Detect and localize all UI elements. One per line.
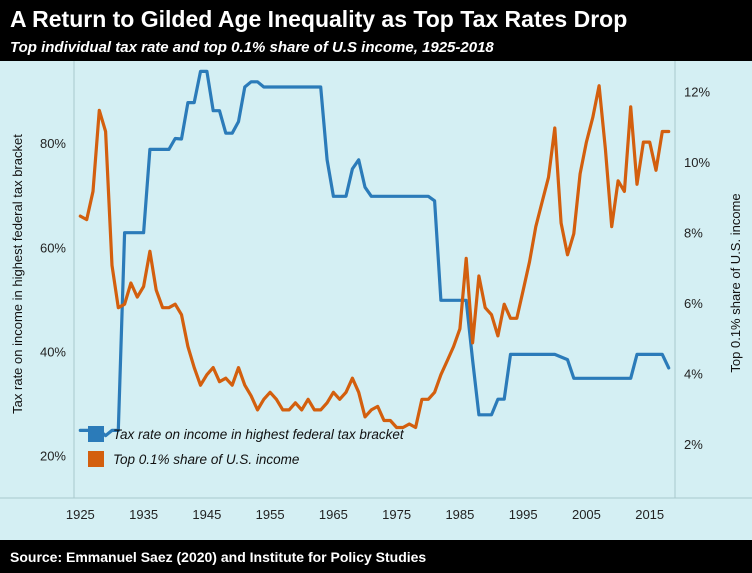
legend-swatch-income-share — [88, 451, 104, 467]
y-tick-label: 40% — [40, 344, 66, 359]
legend-label-income-share: Top 0.1% share of U.S. income — [113, 452, 299, 467]
y2-tick-label: 2% — [684, 437, 703, 452]
x-tick-label: 1925 — [66, 507, 95, 522]
y-tick-label: 80% — [40, 136, 66, 151]
y2-tick-label: 8% — [684, 226, 703, 241]
chart-title: A Return to Gilded Age Inequality as Top… — [10, 6, 628, 32]
legend-label-tax-rate: Tax rate on income in highest federal ta… — [113, 427, 405, 442]
x-tick-label: 1945 — [192, 507, 221, 522]
legend-swatch-tax-rate — [88, 426, 104, 442]
x-tick-label: 2015 — [635, 507, 664, 522]
x-tick-label: 2005 — [572, 507, 601, 522]
chart-svg: 20% 40% 60% 80% 2% 4% 6% 8% 10% 12% 1925 1935 1945 19… — [0, 61, 752, 522]
y2-tick-label: 12% — [684, 85, 710, 100]
y-axis-title: Tax rate on income in highest federal ta… — [10, 134, 25, 414]
tax-rate-line — [78, 69, 671, 438]
y2-tick-label: 4% — [684, 367, 703, 382]
income-share-line — [78, 84, 671, 430]
source-note: Source: Emmanuel Saez (2020) and Institu… — [10, 549, 427, 565]
y-tick-label: 20% — [40, 448, 66, 463]
x-tick-label: 1965 — [319, 507, 348, 522]
y-tick-label: 60% — [40, 240, 66, 255]
y2-tick-label: 6% — [684, 296, 703, 311]
y2-axis-title: Top 0.1% share of U.S. income — [728, 193, 743, 372]
y2-tick-label: 10% — [684, 155, 710, 170]
x-tick-label: 1985 — [445, 507, 474, 522]
x-tick-label: 1995 — [509, 507, 538, 522]
chart-subtitle: Top individual tax rate and top 0.1% sha… — [10, 39, 494, 56]
x-tick-label: 1935 — [129, 507, 158, 522]
x-tick-label: 1975 — [382, 507, 411, 522]
x-tick-label: 1955 — [256, 507, 285, 522]
